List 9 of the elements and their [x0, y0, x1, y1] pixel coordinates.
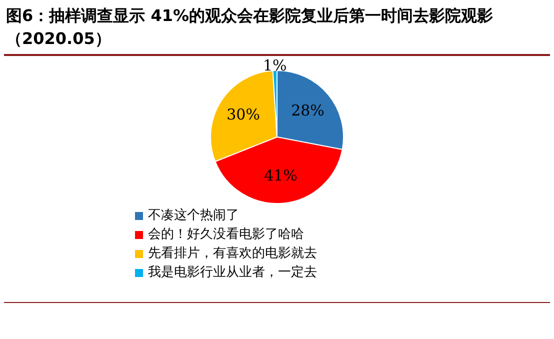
chart-title: 图6：抽样调查显示 41%的观众会在影院复业后第一时间去影院观影（2020.05） — [6, 5, 494, 50]
data-label: 30% — [226, 106, 260, 124]
data-label: 28% — [291, 101, 324, 120]
legend-label: 会的！好久没看电影了哈哈 — [148, 226, 304, 244]
data-label: 1% — [262, 56, 287, 74]
legend-label: 我是电影行业从业者，一定去 — [148, 264, 317, 282]
data-label: 41% — [264, 166, 298, 185]
legend-label: 先看排片，有喜欢的电影就去 — [148, 245, 317, 263]
legend-label: 不凑这个热闹了 — [148, 207, 239, 225]
